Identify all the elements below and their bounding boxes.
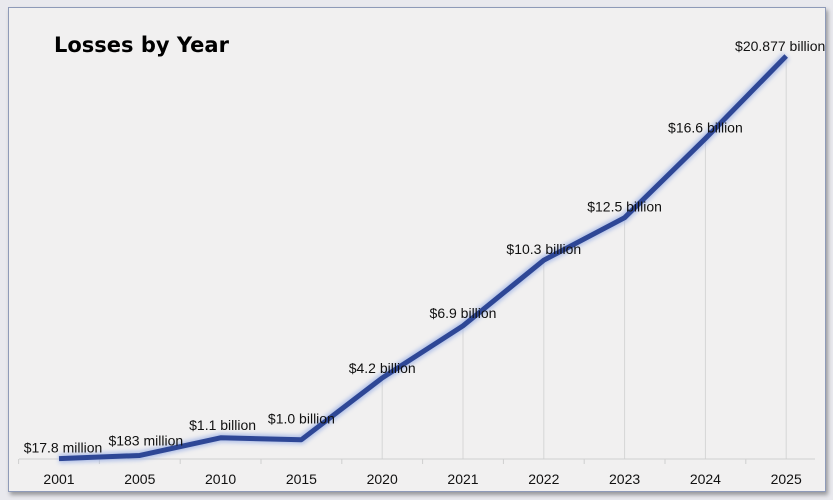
x-tick-label: 2025 [771, 471, 802, 487]
data-label: $10.3 billion [506, 241, 581, 257]
chart-title: Losses by Year [54, 33, 230, 57]
x-tick-label: 2020 [367, 471, 398, 487]
data-label: $6.9 billion [430, 305, 497, 321]
x-tick-label: 2005 [124, 471, 155, 487]
line-chart: Losses by Year 2001 2005 2010 2015 2020 2021 2… [18, 33, 825, 487]
data-label: $16.6 billion [668, 120, 743, 136]
chart-frame: Losses by Year 2001 2005 2010 2015 2020 2021 2… [8, 7, 826, 492]
x-tick-label: 2001 [43, 471, 74, 487]
data-label: $12.5 billion [587, 199, 662, 215]
data-label: $17.8 million [24, 440, 103, 456]
x-tick-label: 2010 [205, 471, 236, 487]
x-tick-label: 2024 [690, 471, 721, 487]
data-label: $183 million [108, 432, 183, 448]
x-tick-label: 2015 [286, 471, 317, 487]
x-tick-label: 2023 [609, 471, 640, 487]
data-label: $20.877 billion [735, 38, 825, 54]
data-label: $4.2 billion [349, 360, 416, 376]
series-line-glow [58, 52, 790, 464]
data-label: $1.0 billion [268, 411, 335, 427]
series-line [58, 54, 788, 462]
x-tick-label: 2021 [447, 471, 478, 487]
x-tick-label: 2022 [528, 471, 559, 487]
data-label: $1.1 billion [189, 417, 256, 433]
